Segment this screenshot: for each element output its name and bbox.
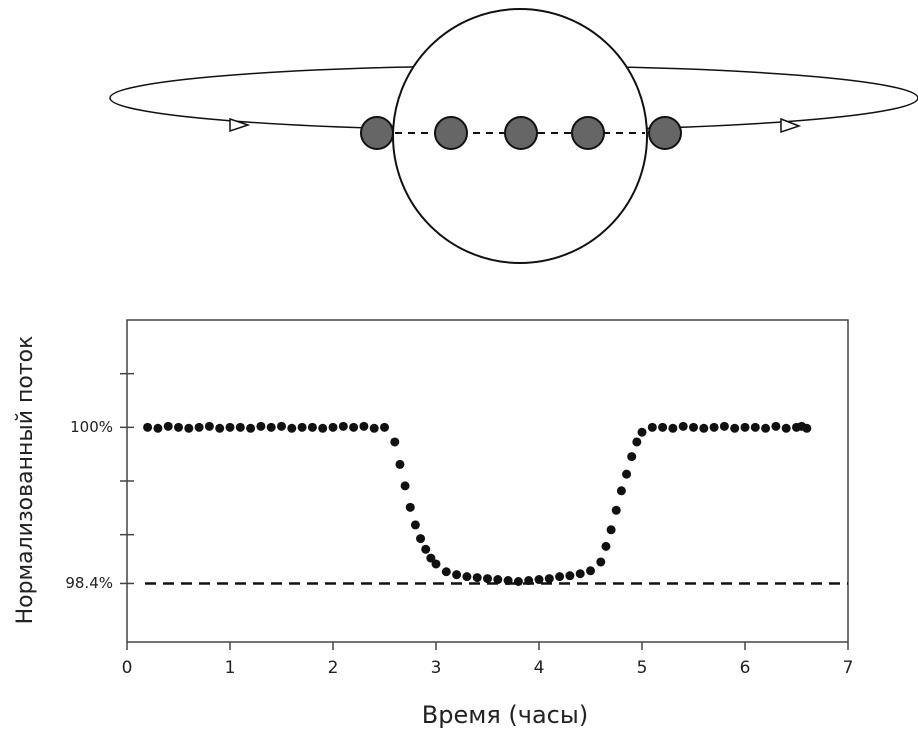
data-point bbox=[632, 437, 642, 447]
planet bbox=[571, 116, 605, 150]
data-point bbox=[328, 422, 338, 432]
data-point bbox=[709, 422, 719, 432]
data-point bbox=[277, 421, 286, 431]
data-point bbox=[719, 421, 729, 431]
data-point bbox=[586, 566, 595, 576]
data-point bbox=[555, 572, 565, 582]
data-point bbox=[802, 423, 812, 433]
y-axis-label: Нормализованный поток bbox=[13, 336, 38, 625]
data-point bbox=[287, 423, 297, 433]
data-point bbox=[689, 422, 698, 432]
data-point bbox=[174, 422, 183, 432]
data-point bbox=[380, 422, 389, 432]
arrow bbox=[229, 117, 251, 133]
data-point bbox=[297, 422, 307, 432]
data-point bbox=[452, 570, 462, 580]
data-point bbox=[493, 575, 503, 585]
plot-frame bbox=[126, 319, 849, 643]
x-tick-label: 0 bbox=[122, 658, 133, 678]
data-point bbox=[400, 481, 410, 491]
data-point bbox=[359, 421, 369, 431]
planet bbox=[648, 116, 682, 150]
data-point bbox=[416, 534, 426, 544]
data-point bbox=[441, 567, 451, 577]
data-point bbox=[503, 576, 513, 586]
data-point bbox=[616, 486, 626, 496]
data-point bbox=[143, 422, 153, 432]
x-tick-label: 7 bbox=[843, 658, 854, 678]
planet bbox=[504, 116, 538, 150]
data-point bbox=[421, 544, 431, 554]
data-point bbox=[781, 423, 791, 433]
data-point bbox=[266, 422, 276, 432]
data-point bbox=[627, 452, 637, 462]
data-point bbox=[668, 423, 678, 433]
data-point bbox=[730, 423, 740, 433]
data-point bbox=[390, 437, 400, 447]
data-point bbox=[513, 577, 523, 587]
data-point bbox=[163, 421, 173, 431]
data-point bbox=[678, 421, 688, 431]
data-point bbox=[246, 423, 256, 433]
x-tick-label: 6 bbox=[740, 658, 751, 678]
x-tick-label: 3 bbox=[431, 658, 442, 678]
data-point bbox=[426, 553, 436, 563]
x-tick-label: 5 bbox=[637, 658, 648, 678]
data-point bbox=[410, 520, 420, 530]
x-tick-label: 4 bbox=[534, 658, 545, 678]
data-point bbox=[637, 427, 647, 437]
data-point bbox=[483, 574, 492, 584]
data-point bbox=[225, 422, 235, 432]
data-point bbox=[565, 571, 575, 581]
data-point bbox=[601, 541, 611, 551]
planet bbox=[360, 116, 394, 150]
data-point bbox=[349, 422, 359, 432]
data-point bbox=[307, 422, 317, 432]
data-point bbox=[256, 421, 266, 431]
x-tick-label: 2 bbox=[328, 658, 339, 678]
data-point bbox=[750, 422, 760, 432]
data-point bbox=[740, 422, 750, 432]
transit-diagram bbox=[109, 8, 918, 264]
data-point bbox=[369, 423, 379, 433]
data-point bbox=[534, 575, 544, 585]
data-point bbox=[204, 421, 214, 431]
data-point bbox=[338, 421, 348, 431]
data-point bbox=[153, 423, 163, 433]
data-point bbox=[431, 559, 441, 569]
x-axis-label: Время (часы) bbox=[422, 701, 588, 729]
data-point bbox=[658, 422, 668, 432]
data-point bbox=[761, 423, 771, 433]
data-point bbox=[194, 422, 204, 432]
data-point bbox=[318, 423, 328, 433]
data-point bbox=[462, 572, 472, 582]
data-point bbox=[235, 422, 245, 432]
data-point bbox=[575, 569, 585, 579]
arrow bbox=[780, 117, 802, 134]
data-point bbox=[524, 576, 534, 586]
y-tick-label: 98.4% bbox=[65, 574, 113, 592]
y-tick-label: 100% bbox=[70, 418, 113, 436]
data-point bbox=[622, 469, 632, 479]
x-tick-label: 1 bbox=[225, 658, 236, 678]
data-point bbox=[405, 502, 415, 512]
data-point bbox=[395, 459, 405, 469]
data-point bbox=[699, 423, 709, 433]
data-point bbox=[611, 505, 621, 515]
data-point bbox=[184, 423, 194, 433]
data-point bbox=[647, 422, 657, 432]
data-point bbox=[606, 525, 616, 535]
data-point bbox=[472, 573, 482, 583]
planet bbox=[434, 116, 468, 150]
data-point bbox=[544, 574, 554, 584]
data-point bbox=[215, 423, 225, 433]
data-point bbox=[771, 421, 781, 431]
data-point bbox=[596, 557, 606, 567]
